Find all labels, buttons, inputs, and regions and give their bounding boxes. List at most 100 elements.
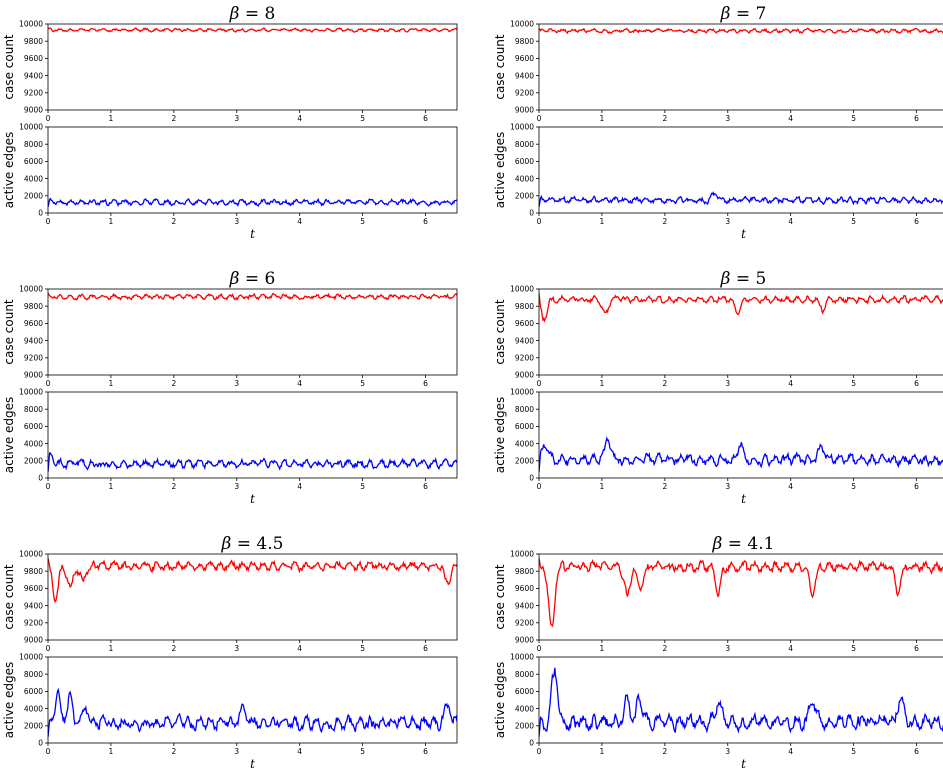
x-tick-label: 2 <box>171 217 176 226</box>
panel-active-edges-2: 0 2000 4000 6000 8000 10000 0 1 2 3 4 5 6 active edge… <box>2 388 458 506</box>
y-tick-label: 6000 <box>515 687 534 696</box>
panel-case-count-2: 9000 9200 9400 9600 9800 10000 0 1 2 3 4 5 6 case cou… <box>2 285 458 388</box>
x-tick-label: 6 <box>423 644 428 653</box>
x-tick-label: 5 <box>851 379 856 388</box>
y-tick-label: 8000 <box>24 670 43 679</box>
y-tick-label: 2000 <box>515 192 534 201</box>
x-tick-label: 4 <box>297 644 302 653</box>
x-axis-label: t <box>250 757 255 771</box>
x-tick-label: 2 <box>662 644 667 653</box>
panel-active-edges-0: 0 2000 4000 6000 8000 10000 0 1 2 3 4 5 6 active edge… <box>2 123 458 241</box>
x-tick-label: 2 <box>662 114 667 123</box>
y-axis-label: case count <box>493 564 507 630</box>
x-tick-label: 1 <box>109 379 114 388</box>
x-tick-label: 0 <box>537 644 542 653</box>
y-tick-label: 4000 <box>515 704 534 713</box>
x-tick-label: 3 <box>234 482 239 491</box>
axes-frame <box>47 656 458 744</box>
y-tick-label: 6000 <box>24 687 43 696</box>
y-tick-label: 10000 <box>510 123 534 132</box>
x-tick-label: 3 <box>725 644 730 653</box>
y-tick-label: 9200 <box>515 354 534 363</box>
y-tick-label: 0 <box>38 474 43 483</box>
y-tick-label: 9000 <box>515 106 534 115</box>
title-value: 4.1 <box>747 534 774 554</box>
y-axis-label: active edges <box>493 397 507 474</box>
y-tick-label: 6000 <box>515 422 534 431</box>
y-tick-label: 9200 <box>24 354 43 363</box>
x-tick-label: 1 <box>109 644 114 653</box>
y-axis-label: case count <box>493 299 507 365</box>
title-equals: = <box>239 269 264 289</box>
x-axis-label: t <box>741 492 746 506</box>
chart-title-0: β = 8 <box>229 4 276 24</box>
y-tick-label: 2000 <box>24 722 43 731</box>
panel-case-count-0: 9000 9200 9400 9600 9800 10000 0 1 2 3 4 5 6 case cou… <box>2 20 458 123</box>
x-tick-label: 4 <box>788 747 793 756</box>
x-tick-label: 6 <box>914 379 919 388</box>
y-tick-label: 9000 <box>515 636 534 645</box>
y-tick-label: 10000 <box>19 123 43 132</box>
x-tick-label: 3 <box>725 217 730 226</box>
x-tick-label: 4 <box>788 644 793 653</box>
axes-frame <box>538 288 943 376</box>
y-tick-label: 10000 <box>19 388 43 397</box>
y-axis-label: case count <box>493 34 507 100</box>
y-tick-label: 6000 <box>24 157 43 166</box>
y-tick-label: 9600 <box>24 584 43 593</box>
x-tick-label: 0 <box>537 747 542 756</box>
axes-frame <box>538 23 943 111</box>
panel-active-edges-5: 0 2000 4000 6000 8000 10000 0 1 2 3 4 5 6 active edge… <box>493 653 943 771</box>
chart-title-5: β = 4.1 <box>712 534 775 554</box>
axes-frame <box>538 126 943 214</box>
x-tick-label: 1 <box>600 482 605 491</box>
x-tick-label: 4 <box>297 114 302 123</box>
y-tick-label: 2000 <box>24 192 43 201</box>
x-tick-label: 3 <box>725 379 730 388</box>
x-tick-label: 5 <box>851 644 856 653</box>
series-line-active-edges <box>48 451 457 473</box>
x-tick-label: 5 <box>360 114 365 123</box>
y-tick-label: 9000 <box>24 106 43 115</box>
y-tick-label: 9600 <box>24 54 43 63</box>
y-tick-label: 9000 <box>24 371 43 380</box>
x-tick-label: 5 <box>360 747 365 756</box>
y-tick-label: 4000 <box>515 439 534 448</box>
axes-frame <box>47 23 458 111</box>
x-tick-label: 0 <box>46 114 51 123</box>
x-tick-label: 4 <box>297 747 302 756</box>
y-tick-label: 9600 <box>515 319 534 328</box>
x-tick-label: 1 <box>109 482 114 491</box>
title-equals: = <box>231 534 256 554</box>
axes-frame <box>538 553 943 641</box>
y-tick-label: 4000 <box>24 439 43 448</box>
title-equals: = <box>730 269 755 289</box>
chart-title-2: β = 6 <box>229 269 276 289</box>
x-tick-label: 3 <box>725 114 730 123</box>
x-tick-label: 3 <box>234 217 239 226</box>
x-tick-label: 2 <box>171 747 176 756</box>
panel-case-count-5: 9000 9200 9400 9600 9800 10000 0 1 2 3 4 5 6 case cou… <box>493 550 943 653</box>
x-tick-label: 6 <box>423 217 428 226</box>
y-tick-label: 10000 <box>19 20 43 29</box>
x-tick-label: 3 <box>725 482 730 491</box>
y-tick-label: 9800 <box>24 37 43 46</box>
chart-title-3: β = 5 <box>720 269 767 289</box>
y-tick-label: 9000 <box>24 636 43 645</box>
y-tick-label: 9200 <box>515 89 534 98</box>
x-tick-label: 4 <box>297 379 302 388</box>
y-tick-label: 4000 <box>515 174 534 183</box>
series-line-case-count <box>48 292 457 301</box>
x-tick-label: 0 <box>537 114 542 123</box>
title-equals: = <box>239 4 264 24</box>
x-tick-label: 5 <box>851 747 856 756</box>
x-tick-label: 2 <box>662 482 667 491</box>
series-line-case-count <box>539 558 943 628</box>
axes-frame <box>47 391 458 479</box>
x-tick-label: 6 <box>914 217 919 226</box>
x-tick-label: 4 <box>297 482 302 491</box>
y-tick-label: 9200 <box>24 89 43 98</box>
x-tick-label: 6 <box>914 482 919 491</box>
x-tick-label: 5 <box>360 217 365 226</box>
x-tick-label: 4 <box>788 217 793 226</box>
